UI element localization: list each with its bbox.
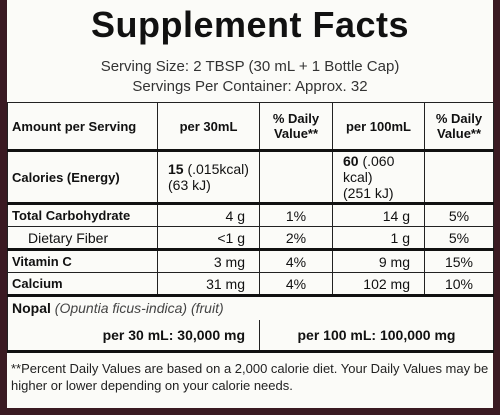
cell [259, 150, 333, 204]
cell: 60 (.060 kcal) (251 kJ) [332, 150, 425, 204]
nopal-amount-row: per 30 mL: 30,000 mg per 100 mL: 100,000 … [7, 319, 494, 353]
serving-size: Serving Size: 2 TBSP (30 mL + 1 Bottle C… [100, 58, 400, 75]
cell: 31 mg [157, 272, 260, 296]
row-name: Calories (Energy) [7, 150, 158, 204]
cell: 4 g [157, 202, 260, 227]
cell: 14 g [332, 202, 425, 227]
cell: 3 mg [157, 248, 260, 273]
footnote: **Percent Daily Values are based on a 2,… [11, 361, 489, 393]
cell [424, 150, 494, 204]
nutrient-row: Dietary Fiber <1 g 2% 1 g 5% [7, 226, 494, 250]
cell: 1% [259, 202, 333, 227]
table-body: Amount per Serving per 30mL % Daily Valu… [7, 102, 494, 353]
calories-row: Calories (Energy) 15 (.015kcal) (63 kJ) 6… [7, 150, 494, 204]
header-cell: Amount per Serving [7, 102, 158, 152]
value: 15 [168, 161, 184, 177]
cell: <1 g [157, 226, 260, 250]
cell: 102 mg [332, 272, 425, 296]
facts-table: Amount per Serving per 30mL % Daily Valu… [7, 102, 494, 353]
cell: 15 (.015kcal) (63 kJ) [157, 150, 260, 204]
supplement-label: Supplement Facts Serving Size: 2 TBSP (3… [7, 0, 494, 408]
title: Supplement Facts [90, 4, 410, 45]
cell: 2% [259, 226, 333, 250]
nutrient-row: Calcium 31 mg 4% 102 mg 10% [7, 272, 494, 296]
value: 60 [343, 153, 359, 169]
ingredient-name: Nopal [12, 300, 51, 317]
value: (.060 kcal) [343, 153, 395, 185]
nutrient-row: Total Carbohydrate 4 g 1% 14 g 5% [7, 202, 494, 227]
servings-per-container: Servings Per Container: Approx. 32 [132, 78, 368, 95]
cell: 1 g [332, 226, 425, 250]
cell: per 100 mL: 100,000 mg [259, 319, 494, 353]
cell: 10% [424, 272, 494, 296]
value: (.015kcal) [187, 161, 249, 177]
cell: 15% [424, 248, 494, 273]
ingredient-species: (Opuntia ficus-indica) [54, 300, 188, 317]
cell: 5% [424, 202, 494, 227]
cell: 9 mg [332, 248, 425, 273]
value: (63 kJ) [168, 177, 211, 193]
header-cell: % Daily Value** [424, 102, 494, 152]
header-row: Amount per Serving per 30mL % Daily Valu… [7, 102, 494, 152]
cell: 5% [424, 226, 494, 250]
ingredient-part: (fruit) [190, 300, 224, 317]
header-cell: per 30mL [157, 102, 260, 152]
row-name: Vitamin C [7, 248, 158, 273]
cell: 4% [259, 272, 333, 296]
header-cell: % Daily Value** [259, 102, 333, 152]
row-name: Total Carbohydrate [7, 202, 158, 227]
nopal-row: Nopal (Opuntia ficus-indica) (fruit) [7, 294, 494, 320]
header-cell: per 100mL [332, 102, 425, 152]
row-name: Calcium [7, 272, 158, 296]
value: (251 kJ) [343, 185, 394, 201]
cell: per 30 mL: 30,000 mg [7, 319, 260, 353]
cell: 4% [259, 248, 333, 273]
cell: Nopal (Opuntia ficus-indica) (fruit) [7, 294, 494, 320]
row-name: Dietary Fiber [7, 226, 158, 250]
